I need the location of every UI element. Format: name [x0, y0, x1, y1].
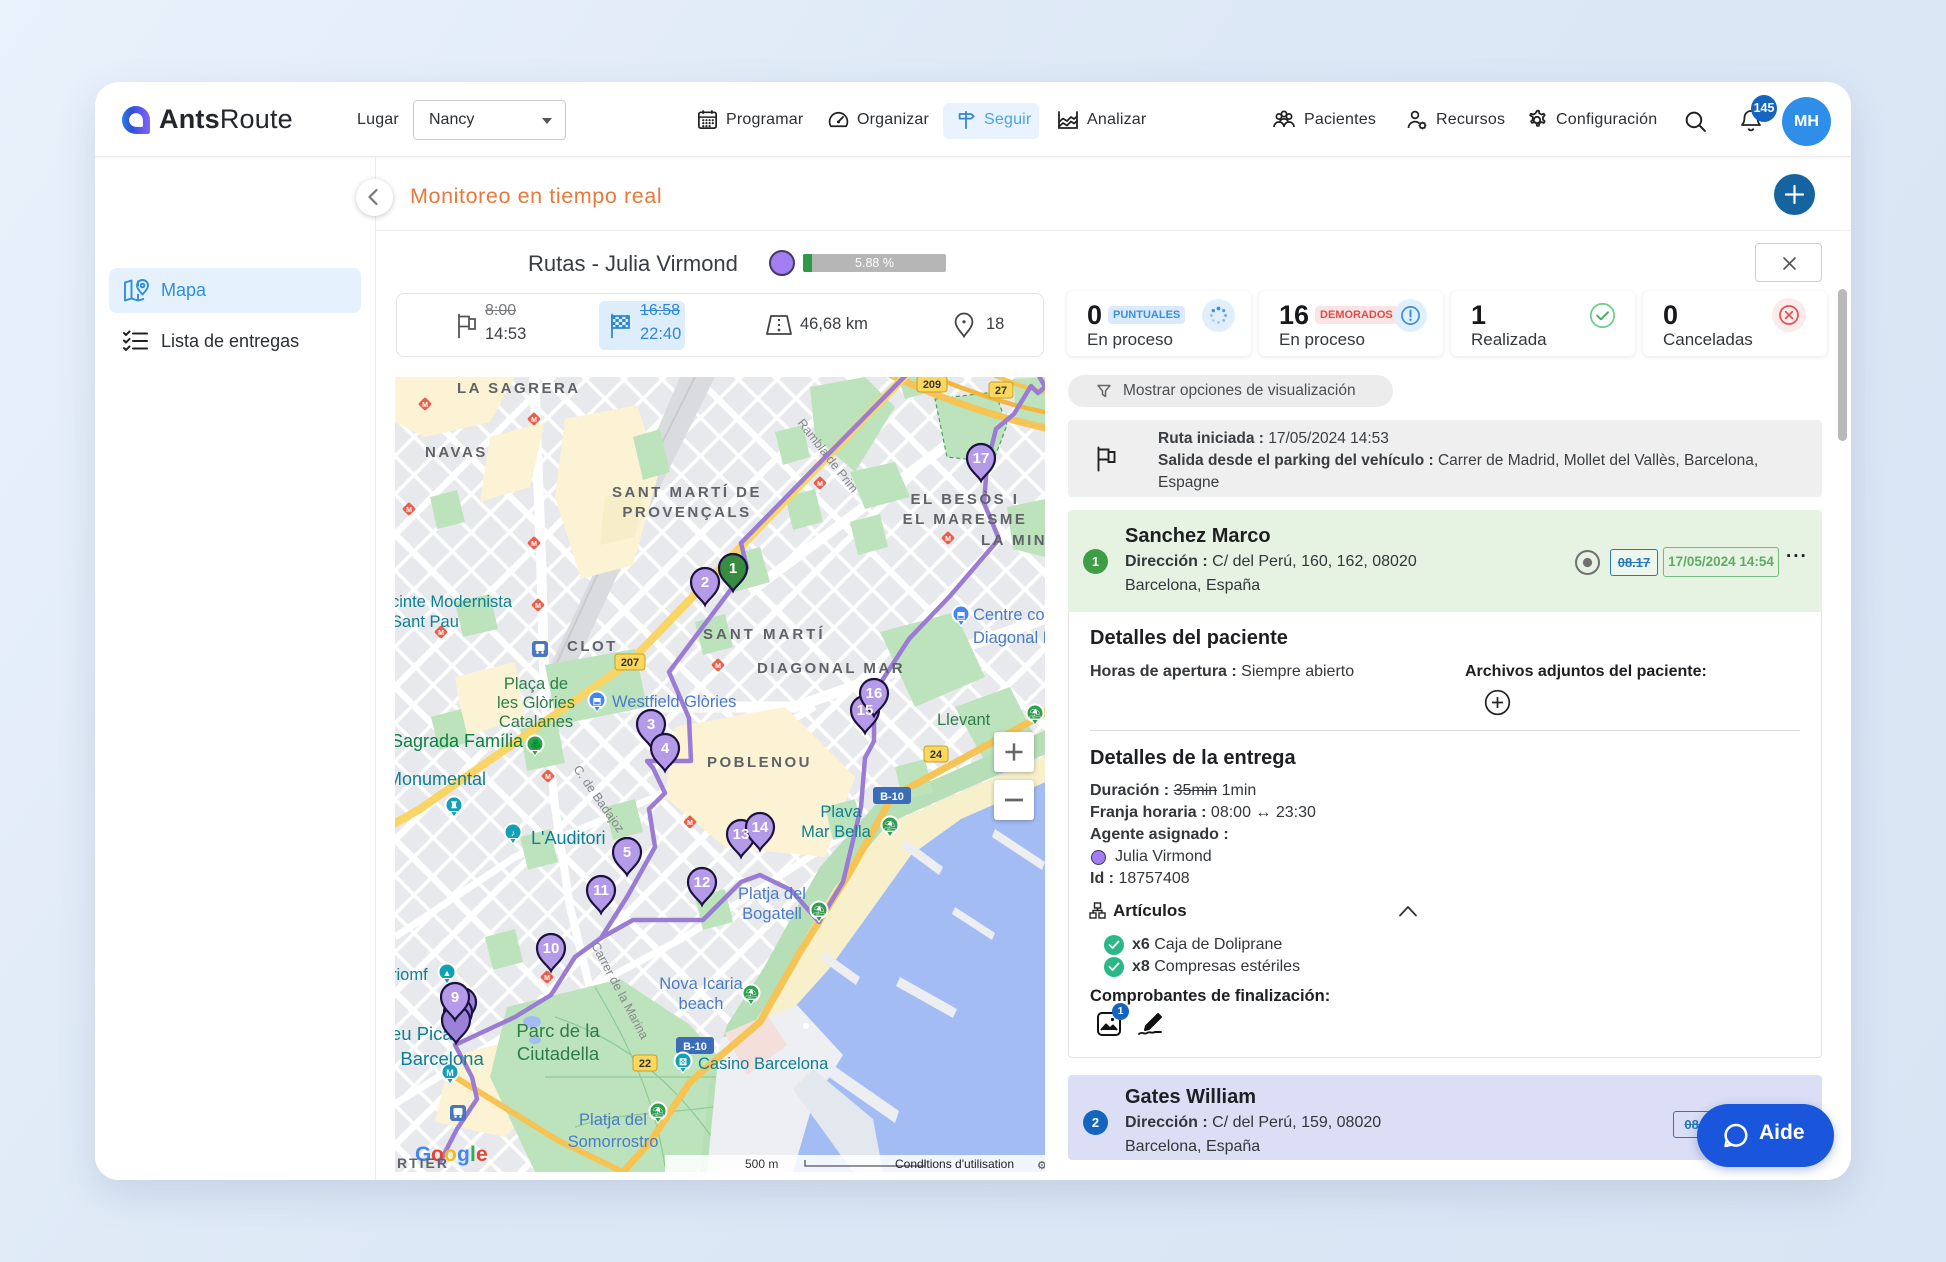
- svg-text:500 m: 500 m: [745, 1157, 778, 1171]
- svg-text:⚄: ⚄: [679, 1057, 687, 1067]
- svg-text:PROVENÇALS: PROVENÇALS: [622, 504, 751, 521]
- svg-text:Sant Pau: Sant Pau: [395, 613, 459, 631]
- svg-text:♪: ♪: [511, 828, 516, 838]
- svg-text:♜: ♜: [450, 800, 458, 810]
- svg-text:o: o: [444, 1143, 457, 1166]
- svg-text:SANT MARTÍ DE: SANT MARTÍ DE: [612, 484, 762, 501]
- svg-text:M: M: [406, 507, 412, 514]
- svg-text:eu Pica: eu Pica: [395, 1023, 453, 1044]
- svg-text:Ciutadella: Ciutadella: [517, 1043, 600, 1064]
- svg-text:Parc de la: Parc de la: [516, 1020, 600, 1041]
- svg-text:2: 2: [701, 574, 709, 591]
- svg-text:les Glòries: les Glòries: [497, 694, 575, 712]
- svg-text:B-10: B-10: [880, 791, 904, 803]
- svg-text:RTIER: RTIER: [397, 1155, 449, 1171]
- svg-text:POBLENOU: POBLENOU: [707, 754, 812, 771]
- svg-text:CLOT: CLOT: [567, 638, 618, 655]
- svg-text:beach: beach: [679, 995, 724, 1013]
- svg-text:e: e: [476, 1143, 488, 1166]
- svg-text:riomf: riomf: [395, 966, 428, 984]
- svg-text:Diagonal M: Diagonal M: [973, 629, 1045, 647]
- svg-text:B-10: B-10: [683, 1041, 707, 1053]
- svg-text:10: 10: [543, 940, 560, 957]
- svg-text:EL MARESME: EL MARESME: [903, 511, 1028, 528]
- svg-text:15: 15: [857, 702, 874, 719]
- svg-text:5: 5: [623, 844, 631, 861]
- svg-text:Westfield Glòries: Westfield Glòries: [612, 693, 736, 711]
- svg-text:l: l: [470, 1143, 476, 1166]
- svg-text:M: M: [545, 774, 551, 781]
- svg-text:27: 27: [995, 385, 1007, 397]
- svg-text:M: M: [544, 975, 550, 982]
- svg-text:⬒: ⬒: [593, 696, 602, 706]
- svg-text:1: 1: [729, 560, 737, 577]
- svg-text:11: 11: [593, 882, 609, 899]
- svg-text:o: o: [431, 1143, 444, 1166]
- svg-text:Llevant: Llevant: [937, 711, 991, 729]
- svg-text:9: 9: [451, 989, 459, 1006]
- svg-text:NAVAS: NAVAS: [425, 444, 488, 461]
- svg-text:Centre co: Centre co: [973, 606, 1045, 624]
- svg-text:Nova Icaria: Nova Icaria: [659, 975, 743, 993]
- svg-text:SANT MARTÍ: SANT MARTÍ: [703, 626, 826, 643]
- svg-text:M: M: [531, 417, 537, 424]
- svg-text:Mar Bella: Mar Bella: [801, 823, 872, 841]
- svg-text:M: M: [535, 603, 541, 610]
- svg-text:L'Auditori: L'Auditori: [531, 828, 605, 848]
- svg-text:Platja del: Platja del: [579, 1111, 647, 1129]
- svg-text:Catalanes: Catalanes: [499, 713, 573, 731]
- svg-text:LA MINA: LA MINA: [981, 532, 1045, 549]
- svg-text:⛱: ⛱: [652, 1106, 665, 1118]
- svg-text:3: 3: [647, 716, 655, 733]
- svg-text:e Barcelona: e Barcelona: [395, 1048, 484, 1069]
- svg-text:Sagrada Família: Sagrada Família: [395, 731, 524, 751]
- svg-text:14: 14: [752, 819, 769, 836]
- svg-text:Somorrostro: Somorrostro: [568, 1133, 659, 1151]
- svg-text:⬒: ⬒: [957, 610, 966, 620]
- svg-text:13: 13: [733, 826, 750, 843]
- svg-text:209: 209: [923, 379, 941, 391]
- svg-text:207: 207: [621, 657, 639, 669]
- svg-text:⛱: ⛱: [884, 820, 897, 832]
- svg-text:M: M: [446, 1068, 454, 1078]
- svg-text:DIAGONAL MAR: DIAGONAL MAR: [757, 660, 905, 677]
- svg-text:16: 16: [866, 685, 883, 702]
- svg-text:24: 24: [930, 749, 943, 761]
- svg-text:Monumental: Monumental: [395, 769, 486, 789]
- svg-text:Platja del: Platja del: [738, 885, 806, 903]
- svg-text:EL BESÒS I: EL BESÒS I: [911, 490, 1020, 508]
- svg-text:17: 17: [973, 450, 990, 467]
- svg-text:22: 22: [639, 1058, 651, 1070]
- svg-text:▲: ▲: [443, 968, 452, 978]
- svg-text:⛱: ⛱: [745, 988, 758, 1000]
- svg-text:M: M: [715, 663, 721, 670]
- svg-text:Bogatell: Bogatell: [742, 905, 802, 923]
- svg-text:Casino Barcelona: Casino Barcelona: [698, 1055, 829, 1073]
- svg-text:M: M: [817, 481, 823, 488]
- svg-text:M: M: [945, 536, 951, 543]
- svg-text:M: M: [687, 820, 693, 827]
- svg-text:M: M: [438, 630, 444, 637]
- svg-text:M: M: [531, 541, 537, 548]
- svg-text:M: M: [422, 402, 428, 409]
- svg-text:Plava: Plava: [820, 803, 862, 821]
- svg-text:⛱: ⛱: [813, 905, 826, 917]
- svg-text:12: 12: [694, 874, 711, 891]
- svg-text:cinte Modernista: cinte Modernista: [395, 593, 513, 611]
- svg-text:LA SAGRERA: LA SAGRERA: [457, 380, 581, 397]
- svg-text:⚙: ⚙: [1037, 1160, 1045, 1172]
- svg-text:🌲: 🌲: [530, 737, 542, 750]
- svg-text:g: g: [457, 1143, 470, 1166]
- svg-text:Conditions d'utilisation: Conditions d'utilisation: [895, 1157, 1014, 1171]
- svg-text:4: 4: [661, 740, 670, 757]
- svg-text:Plaça de: Plaça de: [504, 675, 568, 693]
- svg-text:⛱: ⛱: [1029, 708, 1042, 720]
- svg-text:G: G: [415, 1143, 431, 1166]
